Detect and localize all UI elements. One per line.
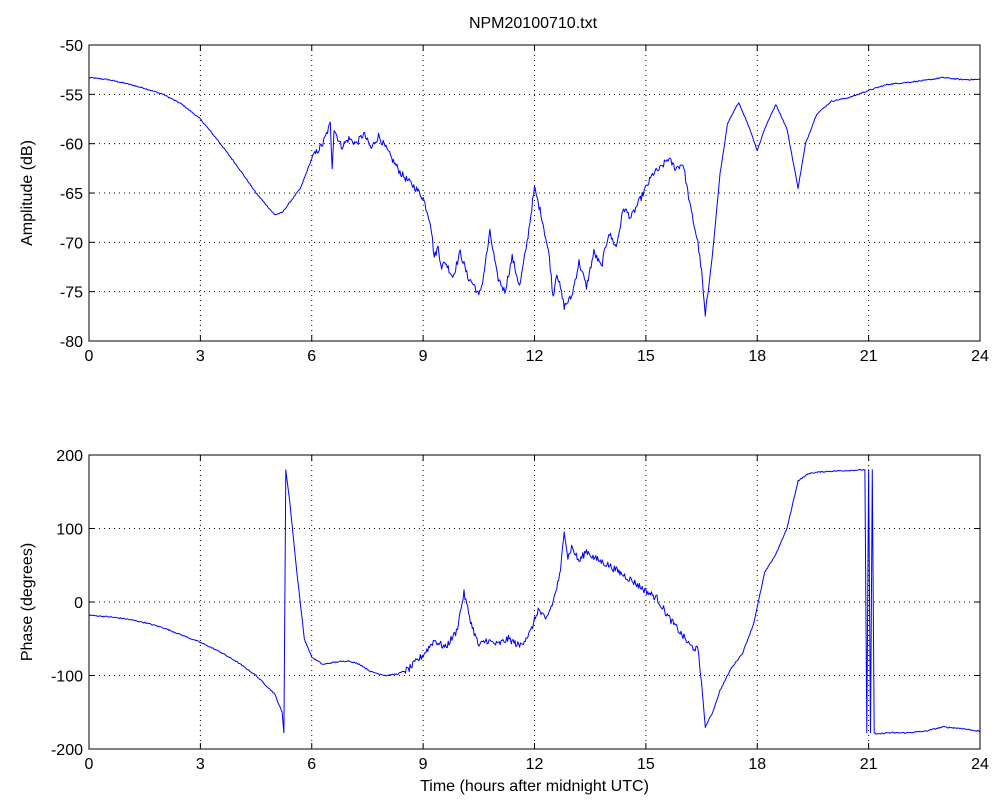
amplitude-y-tick-label-6: -50: [60, 38, 83, 55]
figure-title: NPM20100710.txt: [469, 15, 598, 32]
amplitude-axes: 0 3 6 9 12 15 18 21 24 -80 -75 -70 -65 -60 -55 -50 Ampl…: [19, 38, 989, 365]
phase-ticks: 0 3 6 9 12 15 18 21 24 -200 -100 0 100 200: [51, 448, 989, 773]
phase-x-tick-label-0: 0: [85, 756, 94, 773]
phase-x-tick-label-1: 3: [196, 756, 205, 773]
phase-y-tick-label-0: -200: [51, 742, 83, 759]
amplitude-grid: [89, 45, 980, 341]
phase-grid: [89, 455, 980, 749]
time-x-axis-label: Time (hours after midnight UTC): [420, 778, 649, 795]
phase-x-tick-label-2: 6: [307, 756, 316, 773]
amplitude-y-tick-label-2: -70: [60, 235, 83, 252]
amplitude-x-tick-label-5: 15: [637, 348, 655, 365]
amplitude-x-tick-label-1: 3: [196, 348, 205, 365]
phase-x-tick-label-6: 18: [748, 756, 766, 773]
phase-x-tick-label-5: 15: [637, 756, 655, 773]
amplitude-y-tick-label-5: -55: [60, 87, 83, 104]
amplitude-x-tick-label-7: 21: [860, 348, 878, 365]
amplitude-x-tick-label-8: 24: [971, 348, 989, 365]
amplitude-y-tick-label-4: -60: [60, 137, 83, 154]
phase-x-tick-label-8: 24: [971, 756, 989, 773]
phase-series-line-0: [88, 468, 981, 735]
amplitude-y-tick-label-3: -65: [60, 186, 83, 203]
phase-x-tick-label-7: 21: [860, 756, 878, 773]
amplitude-x-tick-label-0: 0: [85, 348, 94, 365]
phase-x-tick-label-4: 12: [526, 756, 544, 773]
phase-y-tick-label-2: 0: [74, 595, 83, 612]
amplitude-y-axis-label: Amplitude (dB): [19, 140, 36, 246]
phase-x-tick-label-3: 9: [419, 756, 428, 773]
amplitude-x-tick-label-6: 18: [748, 348, 766, 365]
amplitude-series: [88, 76, 981, 317]
phase-y-tick-label-3: 100: [56, 522, 83, 539]
amplitude-x-tick-label-3: 9: [419, 348, 428, 365]
amplitude-series-line-0: [88, 76, 981, 317]
amplitude-y-tick-label-0: -80: [60, 334, 83, 351]
amplitude-y-tick-label-1: -75: [60, 285, 83, 302]
amplitude-x-tick-label-4: 12: [526, 348, 544, 365]
phase-y-axis-label: Phase (degrees): [19, 543, 36, 661]
phase-y-tick-label-4: 200: [56, 448, 83, 465]
phase-axes: 0 3 6 9 12 15 18 21 24 -200 -100 0 100 200 Phase (deg…: [19, 448, 989, 795]
phase-series: [88, 468, 981, 735]
amplitude-ticks: 0 3 6 9 12 15 18 21 24 -80 -75 -70 -65 -60 -55 -50: [60, 38, 989, 365]
phase-y-tick-label-1: -100: [51, 669, 83, 686]
amplitude-x-tick-label-2: 6: [307, 348, 316, 365]
